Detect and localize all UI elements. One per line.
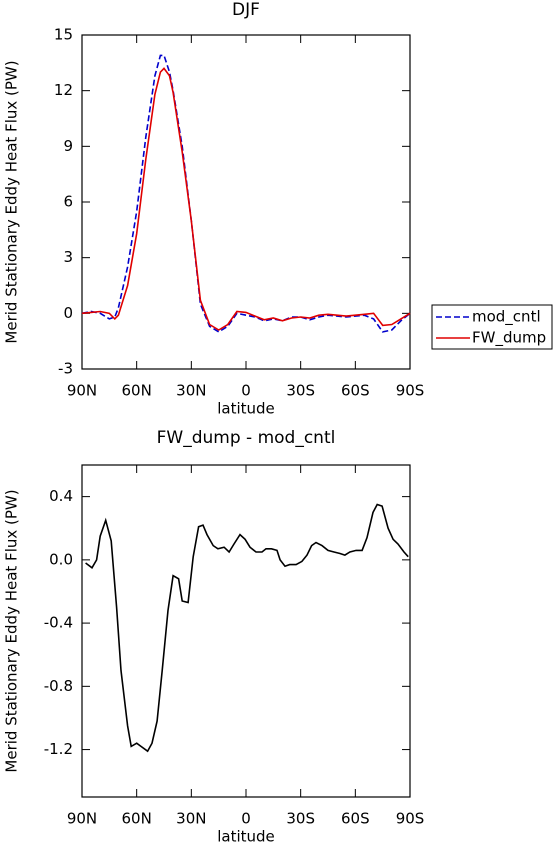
x-axis-label: latitude xyxy=(217,828,275,846)
y-tick-label: 6 xyxy=(63,193,73,211)
y-tick-label: 9 xyxy=(63,137,73,155)
data-line xyxy=(81,67,411,331)
x-tick-label: 60S xyxy=(341,382,370,400)
legend-label: FW_dump xyxy=(472,329,546,348)
data-line xyxy=(81,54,411,333)
plot-frame xyxy=(81,34,411,370)
x-tick-label: 30N xyxy=(176,810,206,828)
y-tick-label: 15 xyxy=(54,26,73,44)
x-axis-label: latitude xyxy=(217,400,275,418)
y-tick-label: 0.4 xyxy=(49,487,73,505)
x-tick-label: 0 xyxy=(241,810,251,828)
x-tick-label: 90N xyxy=(67,810,97,828)
x-tick-label: 30N xyxy=(176,382,206,400)
y-axis-label: Merid Stationary Eddy Heat Flux (PW) xyxy=(3,489,21,772)
y-axis-label: Merid Stationary Eddy Heat Flux (PW) xyxy=(3,60,21,343)
y-tick-label: -3 xyxy=(58,360,73,378)
y-tick-label: -0.8 xyxy=(44,677,73,695)
x-tick-label: 60N xyxy=(122,810,152,828)
chart-title: DJF xyxy=(232,0,260,20)
legend-box xyxy=(431,304,553,350)
x-tick-label: 0 xyxy=(241,382,251,400)
x-tick-label: 90S xyxy=(396,810,425,828)
x-tick-label: 30S xyxy=(286,810,315,828)
x-tick-label: 30S xyxy=(286,382,315,400)
y-tick-label: -1.2 xyxy=(44,740,73,758)
y-tick-label: 12 xyxy=(54,81,73,99)
y-tick-label: 0.0 xyxy=(49,550,73,568)
x-tick-label: 60S xyxy=(341,810,370,828)
y-tick-label: 3 xyxy=(63,248,73,266)
legend-label: mod_cntl xyxy=(472,308,541,327)
y-tick-label: -0.4 xyxy=(44,614,73,632)
chart-title: FW_dump - mod_cntl xyxy=(157,428,336,448)
data-line xyxy=(85,503,409,753)
x-tick-label: 90N xyxy=(67,382,97,400)
x-tick-label: 60N xyxy=(122,382,152,400)
y-tick-label: 0 xyxy=(63,304,73,322)
x-tick-label: 90S xyxy=(396,382,425,400)
